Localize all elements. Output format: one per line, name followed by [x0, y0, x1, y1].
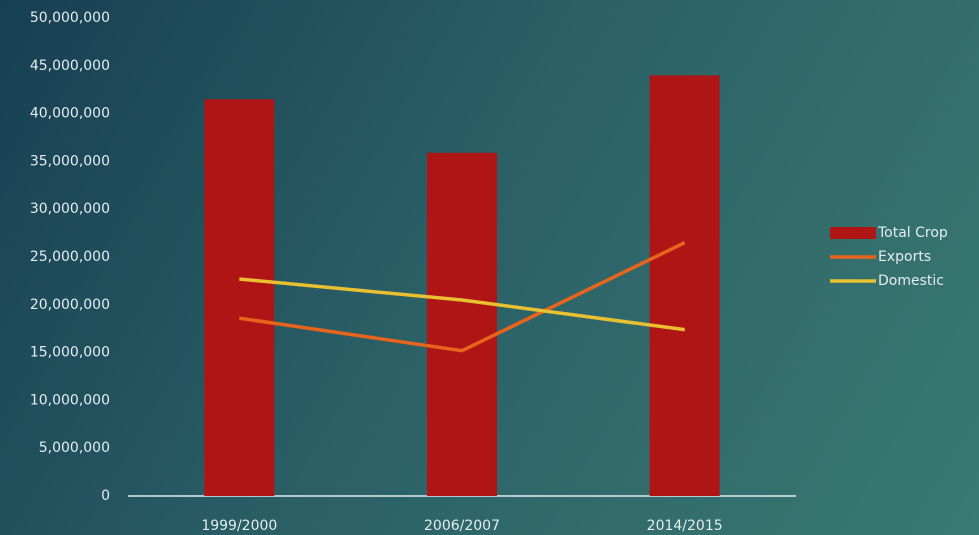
y-tick-label: 50,000,000	[30, 10, 110, 26]
y-tick-label: 20,000,000	[30, 297, 110, 313]
line	[239, 277, 685, 332]
y-tick-label: 10,000,000	[30, 392, 110, 408]
x-tick-label: 2014/2015	[647, 518, 723, 534]
y-tick-label: 5,000,000	[39, 440, 110, 456]
x-tick-label: 2006/2007	[424, 518, 500, 534]
y-tick-label: 25,000,000	[30, 249, 110, 265]
legend-swatch	[830, 227, 876, 239]
bar	[649, 75, 720, 497]
bar	[204, 99, 275, 496]
y-tick-label: 30,000,000	[30, 201, 110, 217]
y-tick-label: 0	[101, 488, 110, 504]
legend-label: Exports	[878, 249, 931, 265]
legend-label: Total Crop	[877, 225, 948, 241]
y-tick-label: 15,000,000	[30, 345, 110, 361]
y-tick-label: 35,000,000	[30, 153, 110, 169]
line	[239, 241, 686, 353]
bar	[427, 152, 497, 496]
legend-label: Domestic	[878, 273, 944, 289]
x-tick-label: 1999/2000	[201, 518, 277, 534]
y-tick-label: 40,000,000	[30, 106, 110, 122]
y-tick-label: 45,000,000	[30, 58, 110, 74]
